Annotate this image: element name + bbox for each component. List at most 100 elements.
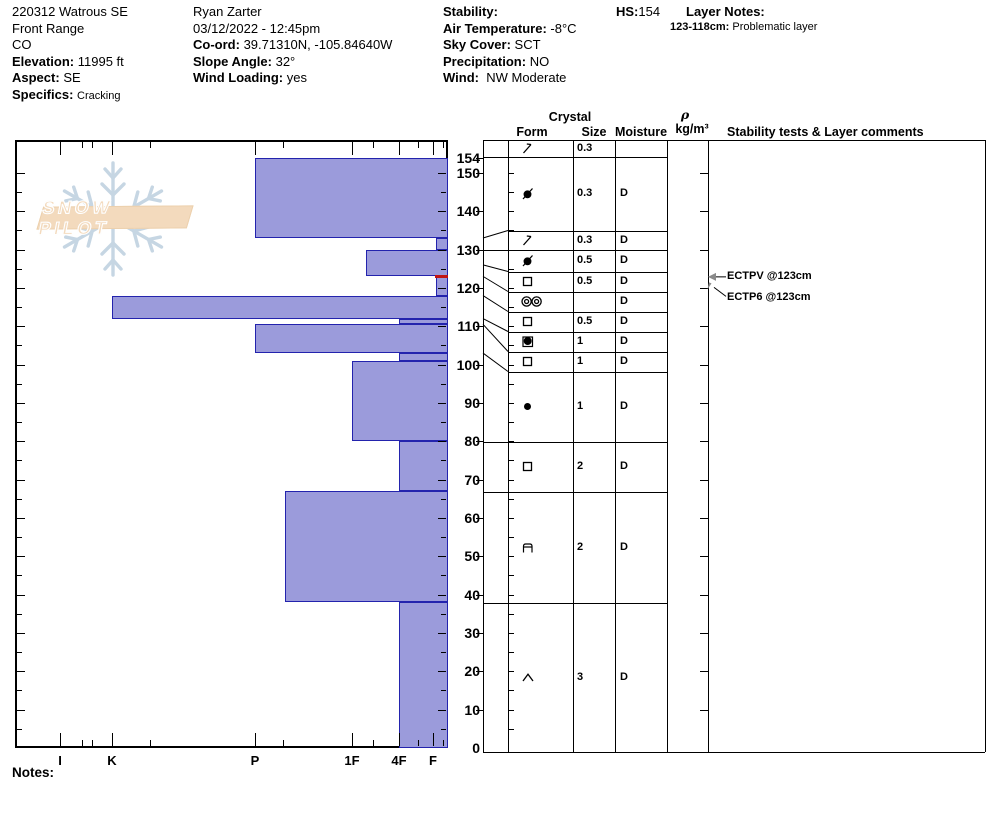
header-weather-block: Stability: Air Temperature: -8°C Sky Cov… <box>443 4 577 87</box>
depth-tick-table <box>476 172 483 174</box>
depth-tick-right <box>438 594 446 596</box>
depth-tick-left <box>17 287 25 289</box>
depth-axis-label: 154 <box>456 149 480 166</box>
depth-tick-left <box>17 498 22 500</box>
hardness-major-tick <box>399 142 400 155</box>
depth-tick-form <box>509 172 514 174</box>
pit-name: 220312 Watrous SE <box>12 4 128 19</box>
ect-test-result-2: ECTP6 @123cm <box>727 291 811 303</box>
depth-axis-label: 50 <box>464 548 480 565</box>
depth-tick-form <box>509 287 514 289</box>
layer-leader-line <box>482 275 509 292</box>
layer-leader-line <box>482 264 509 272</box>
header-location-block: 220312 Watrous SE Front Range CO Elevati… <box>12 4 128 103</box>
depth-tick-table <box>476 441 483 443</box>
observation-datetime: 03/12/2022 - 12:45pm <box>193 20 321 36</box>
moisture-value: D <box>620 355 628 367</box>
depth-tick-rho <box>700 211 708 213</box>
faceted-crystals-icon <box>520 274 535 289</box>
faceted-crystals-icon <box>520 314 535 329</box>
rounded-grains-icon <box>520 399 535 414</box>
grain-size-value: 0.3 <box>577 142 593 154</box>
slope-angle-line: Slope Angle: 32° <box>193 54 392 71</box>
layer-row-border <box>508 331 667 333</box>
slope-angle-value: 32° <box>275 53 296 69</box>
depth-tick-rho <box>700 326 708 328</box>
depth-axis-label: 120 <box>456 279 480 296</box>
hardness-major-tick <box>255 142 256 155</box>
hardness-axis-label: 4F <box>391 753 407 768</box>
decomposing-fragments-icon <box>520 141 535 156</box>
depth-tick-right <box>438 632 446 634</box>
depth-tick-form <box>509 307 514 309</box>
wind-label: Wind: <box>443 70 479 85</box>
layer-row-border <box>483 491 667 493</box>
header-layer-notes-block: Layer Notes: 123-118cm: Problematic laye… <box>670 4 817 37</box>
hardness-minor-tick <box>150 142 151 148</box>
layer-note-range: 123-118cm: <box>670 20 730 33</box>
depth-tick-form <box>509 537 514 539</box>
depth-tick-left <box>17 690 22 692</box>
depth-tick-form <box>509 652 514 654</box>
depth-tick-form <box>509 383 514 385</box>
ect-test-result-1: ECTPV @123cm <box>727 270 812 282</box>
moisture-value: D <box>620 460 628 472</box>
hardness-minor-tick <box>92 142 93 148</box>
table-column-border <box>483 140 484 752</box>
depth-tick-rho <box>700 402 708 404</box>
depth-tick-table <box>476 157 483 159</box>
hardness-axis-label: I <box>58 753 62 768</box>
depth-tick-left <box>17 479 25 481</box>
hardness-bar <box>399 353 448 361</box>
sky-cover-label: Sky Cover: <box>443 37 511 52</box>
grain-size-value: 1 <box>577 335 584 347</box>
notes-label: Notes: <box>12 765 55 780</box>
depth-tick-left <box>17 345 22 347</box>
depth-tick-right <box>438 517 446 519</box>
depth-axis-label: 30 <box>464 624 480 641</box>
wind-line: Wind: NW Moderate <box>443 70 577 87</box>
depth-tick-table <box>476 671 483 673</box>
depth-tick-left <box>17 249 25 251</box>
stability-line: Stability: <box>443 4 577 21</box>
layer-leader-line <box>482 295 509 312</box>
air-temp-value: -8°C <box>550 20 577 36</box>
hardness-axis-label: F <box>429 753 437 768</box>
depth-tick-right <box>441 728 446 730</box>
depth-tick-right <box>441 345 446 347</box>
depth-tick-form <box>509 709 514 711</box>
hardness-minor-tick <box>418 142 419 148</box>
depth-tick-right <box>438 211 446 213</box>
hardness-major-tick <box>433 142 434 155</box>
depth-tick-form <box>509 326 514 328</box>
moisture-value: D <box>620 295 628 307</box>
depth-axis-label: 20 <box>464 663 480 680</box>
wind-loading-line: Wind Loading: yes <box>193 70 392 87</box>
depth-axis-label: 130 <box>456 241 480 258</box>
depth-axis-label: 10 <box>464 701 480 718</box>
slope-angle-label: Slope Angle: <box>193 53 272 69</box>
hardness-major-tick <box>112 733 113 746</box>
depth-tick-form <box>509 556 514 558</box>
depth-tick-table <box>476 517 483 519</box>
layer-row-border <box>508 311 667 313</box>
ect-arrowhead-icon <box>708 272 716 281</box>
layer-leader-line <box>482 230 509 239</box>
depth-tick-form <box>509 422 514 424</box>
wind-loading-label: Wind Loading: <box>193 70 284 85</box>
faceted-rounded-mix-icon <box>520 334 535 349</box>
depth-tick-left <box>17 268 22 270</box>
layer-row-border <box>483 603 667 605</box>
crystal-header: Crystal <box>548 110 592 124</box>
layer-row-border <box>508 230 667 232</box>
hardness-bar <box>255 157 448 239</box>
snowpilot-logo: SNOW PILOT <box>36 196 194 239</box>
moisture-value: D <box>620 400 628 412</box>
layer-row-border <box>483 441 667 443</box>
depth-tick-left <box>17 517 25 519</box>
region: Front Range <box>12 20 85 36</box>
depth-tick-right <box>441 460 446 462</box>
depth-tick-form <box>509 594 514 596</box>
coord-value: 39.71310N, -105.84640W <box>243 37 393 52</box>
